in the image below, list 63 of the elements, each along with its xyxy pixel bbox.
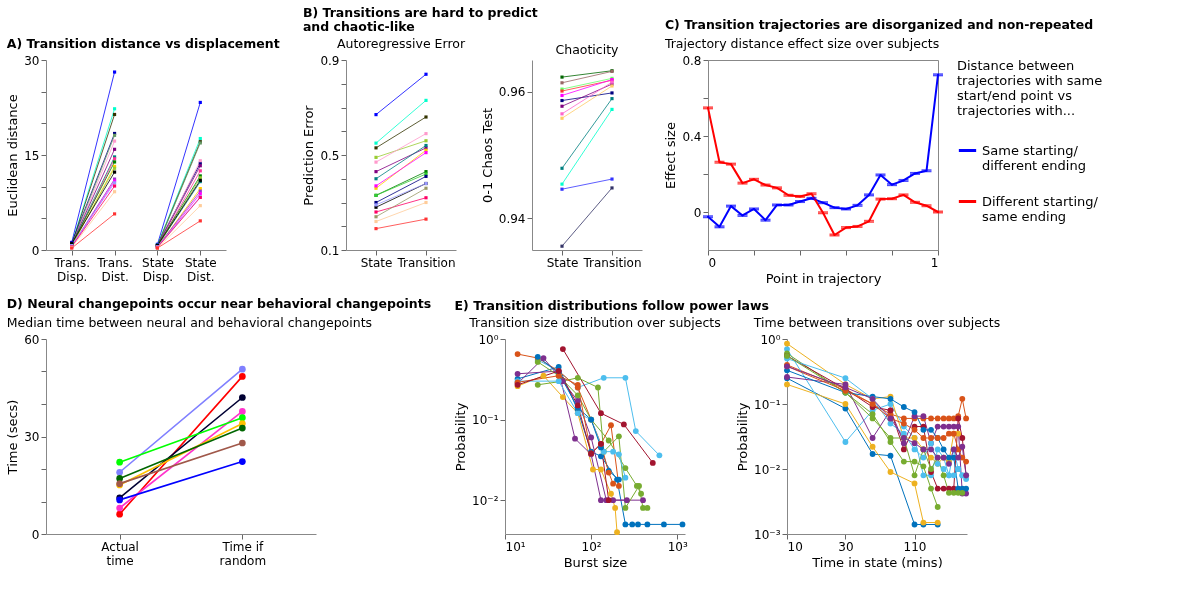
y-tick-label: 0.9	[320, 53, 340, 68]
chart-title: C) Transition trajectories are disorganized and non-repeated	[664, 17, 1094, 32]
chart-title: D) Neural changepoints occur near behavioral changepoints	[6, 296, 432, 311]
y-axis-title: Euclidean distance	[5, 94, 21, 217]
y-tick-label: 10⁰	[760, 332, 781, 347]
y-tick-label: 0	[693, 205, 702, 220]
x-tick-label: Trans. Disp.	[53, 255, 90, 284]
y-tick-label: 0.4	[682, 129, 702, 144]
chart-title: B) Transitions are hard to predict and chaotic-like	[302, 4, 538, 34]
chart-subtitle: Transition size distribution over subjects	[468, 314, 721, 330]
x-tick-label: Actual time	[101, 539, 139, 568]
legend-label: Same starting/ different ending	[982, 142, 1086, 173]
chart-title: E) Transition distributions follow power laws	[454, 298, 770, 313]
y-tick-label: 0.1	[320, 243, 340, 258]
y-axis-title: Effect size	[663, 122, 679, 189]
y-tick-label: 30	[24, 430, 40, 444]
y-tick-label: 0.94	[498, 211, 526, 226]
x-tick-label: State Dist.	[184, 255, 217, 284]
legend-label: Different starting/ same ending	[982, 193, 1099, 224]
x-tick-label: 10²	[581, 539, 602, 554]
x-tick-label: 10³	[667, 539, 688, 554]
x-axis-title: Burst size	[563, 554, 628, 570]
y-tick-label: 0.96	[498, 85, 526, 100]
chart-title: A) Transition distance vs displacement	[6, 35, 280, 51]
y-tick-label: 10⁻²	[754, 462, 781, 477]
x-axis-title: Point in trajectory	[765, 270, 882, 286]
chart-subtitle: Time between transitions over subjects	[752, 314, 1001, 330]
y-tick-label: 0.5	[320, 148, 340, 163]
x-tick-label: Transition	[396, 255, 456, 270]
x-tick-label: State	[546, 255, 579, 270]
x-axis-title: Time in state (mins)	[811, 554, 943, 570]
x-tick-label: 1	[930, 255, 939, 270]
x-tick-label: State	[360, 255, 393, 270]
x-tick-label: 0	[708, 255, 717, 270]
x-tick-label: Time if random	[219, 539, 267, 568]
x-tick-label: 10	[787, 539, 803, 554]
y-tick-label: 0	[31, 243, 40, 258]
chart-subtitle: Autoregressive Error	[336, 35, 466, 51]
x-tick-label: 30	[838, 539, 854, 554]
y-tick-label: 60	[24, 332, 40, 347]
x-tick-label: State Disp.	[142, 255, 174, 284]
x-tick-label: 10¹	[505, 539, 526, 554]
y-axis-title: Time (secs)	[5, 399, 21, 476]
chart-subtitle: Chaoticity	[555, 41, 620, 57]
y-tick-label: 10⁻¹	[472, 413, 499, 428]
chart-subtitle: Trajectory distance effect size over subjects	[663, 35, 940, 51]
y-tick-label: 10⁻²	[472, 493, 499, 508]
y-tick-label: 10⁻¹	[754, 397, 781, 412]
y-tick-label: 15	[24, 148, 40, 163]
x-tick-label: Transition	[582, 255, 642, 270]
y-axis-title: Probability	[453, 402, 469, 472]
y-tick-label: 0	[31, 527, 40, 542]
y-tick-label: 10⁰	[478, 332, 499, 347]
legend-title: Distance between trajectories with same start/end point vs trajectories with...	[957, 58, 1103, 118]
x-tick-label: 110	[903, 539, 927, 554]
chart-subtitle: Median time between neural and behavioral changepoints	[6, 314, 373, 330]
y-axis-title: 0-1 Chaos Test	[479, 107, 495, 204]
y-tick-label: 30	[24, 53, 40, 68]
y-tick-label: 0.8	[682, 53, 702, 68]
y-axis-title: Prediction Error	[301, 104, 317, 206]
y-axis-title: Probability	[735, 402, 751, 472]
y-tick-label: 10⁻³	[754, 527, 781, 542]
x-tick-label: Trans. Dist.	[96, 255, 133, 284]
